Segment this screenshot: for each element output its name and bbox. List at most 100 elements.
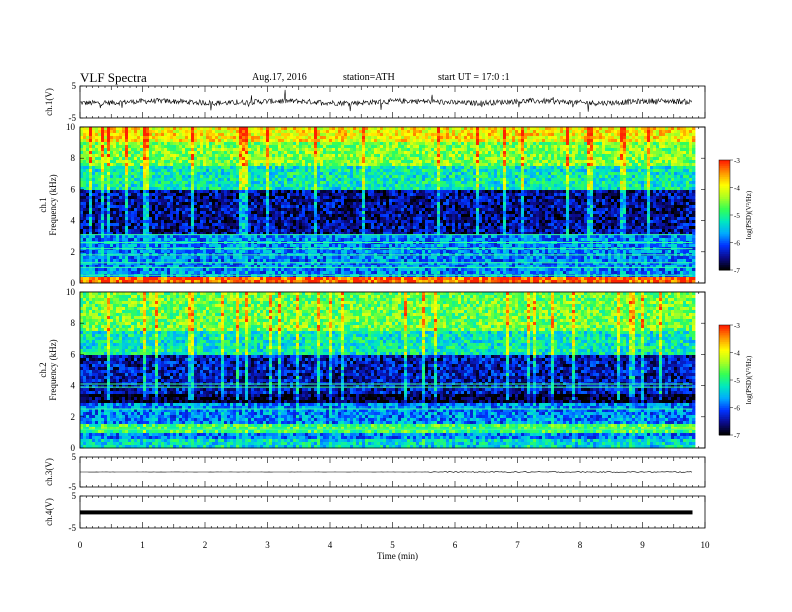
spectrogram-cell — [182, 133, 186, 137]
spectrogram-cell — [167, 130, 171, 134]
spectrogram-cell — [203, 151, 207, 155]
spectrogram-cell — [203, 280, 207, 284]
spectrogram-cell — [200, 193, 204, 197]
spectrogram-cell — [80, 184, 84, 188]
spectrogram-cell — [266, 133, 270, 137]
spectrogram-cell — [107, 244, 111, 248]
spectrogram-cell — [263, 271, 267, 275]
spectrogram-cell — [137, 268, 141, 272]
spectrogram-cell — [140, 232, 144, 236]
spectrogram-cell — [287, 190, 291, 194]
spectrogram-cell — [248, 202, 252, 206]
spectrogram-cell — [278, 178, 282, 182]
spectrogram-cell — [266, 226, 270, 230]
spectrogram-cell — [266, 265, 270, 269]
spectrogram-cell — [275, 250, 279, 254]
spectrogram-cell — [248, 172, 252, 176]
spectrogram-cell — [224, 244, 228, 248]
spectrogram-cell — [221, 256, 225, 260]
spectrogram-cell — [260, 262, 264, 266]
spectrogram-cell — [116, 178, 120, 182]
spectrogram-cell — [278, 244, 282, 248]
spectrogram-cell — [272, 238, 276, 242]
spectrogram-cell — [299, 205, 303, 209]
spectrogram-cell — [155, 163, 159, 167]
spectrogram-cell — [119, 154, 123, 158]
spectrogram-cell — [266, 199, 270, 203]
spectrogram-cell — [200, 181, 204, 185]
spectrogram-cell — [179, 154, 183, 158]
spectrogram-cell — [260, 202, 264, 206]
spectrogram-cell — [191, 178, 195, 182]
spectrogram-cell — [101, 262, 105, 266]
spectrogram-cell — [245, 238, 249, 242]
spectrogram-cell — [83, 262, 87, 266]
spectrogram-cell — [92, 187, 96, 191]
spectrogram-cell — [254, 250, 258, 254]
spectrogram-cell — [257, 145, 261, 149]
spectrogram-cell — [122, 175, 126, 179]
spectrogram-cell — [143, 163, 147, 167]
spectrogram-cell — [170, 211, 174, 215]
spectrogram-cell — [299, 199, 303, 203]
spectrogram-cell — [209, 217, 213, 221]
spectrogram-cell — [239, 127, 243, 131]
spectrogram-cell — [293, 130, 297, 134]
spectrogram-cell — [89, 235, 93, 239]
spectrogram-cell — [224, 202, 228, 206]
spectrogram-cell — [206, 172, 210, 176]
spectrogram-cell — [200, 280, 204, 284]
spectrogram-cell — [110, 268, 114, 272]
spectrogram-cell — [188, 136, 192, 140]
spectrogram-cell — [122, 187, 126, 191]
spectrogram-cell — [164, 199, 168, 203]
spectrogram-cell — [176, 157, 180, 161]
spectrogram-cell — [308, 175, 312, 179]
spectrogram-cell — [134, 193, 138, 197]
spectrogram-cell — [302, 250, 306, 254]
spectrogram-cell — [92, 277, 96, 281]
spectrogram-cell — [158, 127, 162, 131]
spectrogram-cell — [122, 181, 126, 185]
spectrogram-cell — [206, 217, 210, 221]
spectrogram-cell — [239, 169, 243, 173]
spectrogram-cell — [230, 187, 234, 191]
spectrogram-cell — [164, 154, 168, 158]
spectrogram-cell — [260, 250, 264, 254]
spectrogram-cell — [104, 265, 108, 269]
spectrogram-cell — [176, 277, 180, 281]
spectrogram-cell — [215, 262, 219, 266]
spectrogram-cell — [143, 127, 147, 131]
spectrogram-cell — [155, 157, 159, 161]
spectrogram-cell — [218, 181, 222, 185]
spectrogram-cell — [128, 139, 132, 143]
spectrogram-cell — [185, 208, 189, 212]
spectrogram-cell — [245, 223, 249, 227]
spectrogram-cell — [275, 169, 279, 173]
spectrogram-cell — [149, 151, 153, 155]
spectrogram-cell — [263, 238, 267, 242]
spectrogram-cell — [254, 259, 258, 263]
spectrogram-cell — [209, 154, 213, 158]
spectrogram-cell — [197, 127, 201, 131]
spectrogram-cell — [164, 229, 168, 233]
spectrogram-cell — [245, 208, 249, 212]
spectrogram-cell — [281, 211, 285, 215]
spectrogram-cell — [248, 235, 252, 239]
spectrogram-cell — [188, 265, 192, 269]
spectrogram-cell — [161, 136, 165, 140]
spectrogram-cell — [167, 232, 171, 236]
spectrogram-cell — [278, 127, 282, 131]
spectrogram-cell — [146, 151, 150, 155]
spectrogram-cell — [281, 202, 285, 206]
spectrogram-cell — [242, 148, 246, 152]
spectrogram-cell — [191, 151, 195, 155]
spectrogram-cell — [224, 151, 228, 155]
spectrogram-cell — [167, 229, 171, 233]
spectrogram-cell — [179, 148, 183, 152]
spectrogram-cell — [92, 250, 96, 254]
spectrogram-cell — [263, 211, 267, 215]
spectrogram-cell — [89, 145, 93, 149]
spectrogram-cell — [302, 166, 306, 170]
spectrogram-cell — [233, 277, 237, 281]
